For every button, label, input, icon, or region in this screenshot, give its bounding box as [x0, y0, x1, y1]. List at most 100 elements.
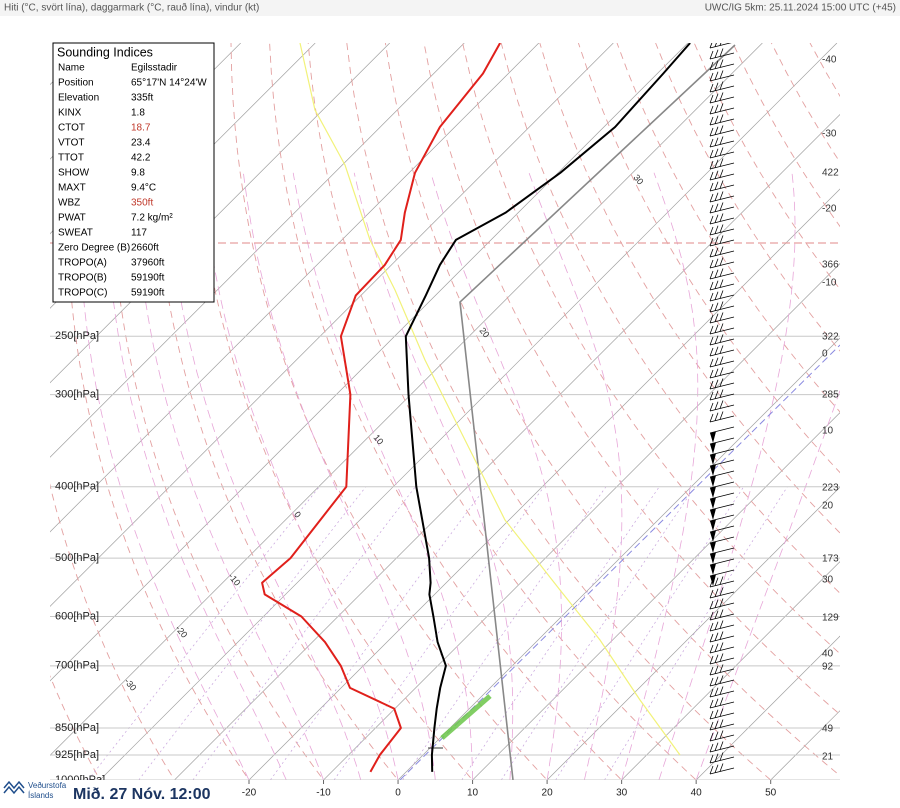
barb-staff	[709, 371, 735, 379]
barb-feather	[709, 171, 714, 181]
barb-feather	[709, 754, 714, 764]
right-label: 173	[822, 554, 839, 565]
wind-barb	[709, 730, 735, 742]
barb-feather	[714, 742, 719, 751]
barb-feather	[709, 292, 714, 302]
wind-barb	[709, 470, 735, 487]
barb-staff	[709, 250, 735, 258]
barb-feather	[714, 632, 719, 641]
right-label: 30	[822, 575, 834, 586]
footer-box	[0, 780, 215, 808]
barb-feather	[714, 269, 719, 278]
moist-adiabat	[201, 172, 399, 780]
barb-feather	[709, 160, 714, 170]
x-tick-label: 50	[765, 788, 777, 799]
barb-staff	[709, 261, 735, 269]
right-label: -30	[822, 129, 837, 140]
right-label: 92	[822, 662, 834, 673]
barb-feather	[714, 313, 719, 322]
index-value: 9.4°C	[131, 183, 156, 194]
wind-barb	[709, 503, 735, 520]
barb-feather	[709, 369, 714, 379]
wind-barb	[709, 103, 735, 115]
right-label: 40	[822, 649, 834, 660]
barb-staff	[709, 217, 735, 225]
overlay: 250[hPa] 300[hPa] 400[hPa] 500[hPa] 600[hPa]…	[0, 42, 777, 808]
barb-feather	[719, 631, 724, 640]
wind-barb	[709, 697, 735, 709]
barb-feather	[709, 611, 714, 621]
barb-feather	[709, 666, 714, 676]
barb-feather	[709, 710, 714, 720]
barb-staff	[709, 646, 735, 654]
index-value: 37960ft	[131, 258, 165, 269]
wind-barb	[709, 81, 735, 93]
barb-feather	[719, 367, 724, 376]
wind-barb	[709, 257, 735, 269]
indices-title: Sounding Indices	[57, 45, 153, 59]
isotherm	[50, 43, 689, 682]
barb-feather	[709, 688, 714, 698]
barb-staff	[709, 283, 735, 291]
index-name: VTOT	[58, 138, 84, 149]
isotherm	[695, 635, 840, 780]
barb-feather	[709, 127, 714, 137]
barb-staff	[709, 272, 735, 280]
wind-barb	[709, 125, 735, 137]
moist-adiabat	[78, 172, 250, 780]
dry-adiabat	[616, 43, 840, 413]
right-label: 422	[822, 168, 839, 179]
barb-feather	[719, 257, 724, 266]
x-tick-label: 30	[616, 788, 628, 799]
barb-feather	[709, 215, 714, 225]
barb-feather	[709, 193, 714, 203]
barb-feather	[719, 43, 722, 46]
mixing-ratio-line	[333, 486, 545, 780]
isotherm	[50, 43, 540, 533]
barb-feather	[719, 180, 724, 189]
barb-staff	[709, 316, 735, 324]
barb-feather	[714, 401, 719, 410]
barb-flag	[710, 574, 716, 586]
wind-barb	[709, 202, 735, 214]
moist-adiabat	[165, 172, 362, 780]
barb-flag	[710, 552, 716, 564]
barb-feather	[719, 235, 724, 244]
barb-feather	[709, 380, 714, 390]
barb-feather	[714, 643, 719, 652]
wind-barb	[709, 213, 735, 225]
barb-flag	[710, 431, 716, 443]
y-tick-label: 700[hPa]	[55, 660, 99, 672]
moist-adiabat	[528, 172, 623, 780]
wind-barb	[709, 411, 735, 423]
barb-feather	[719, 268, 724, 277]
wind-barb	[709, 48, 735, 60]
barb-feather	[709, 578, 714, 588]
barb-feather	[714, 291, 719, 300]
barb-feather	[719, 158, 724, 167]
isotherm	[174, 113, 840, 780]
barb-staff	[709, 173, 735, 181]
barb-feather	[714, 104, 719, 113]
barb-feather	[714, 82, 719, 91]
right-label: 129	[822, 613, 839, 624]
barb-flag	[710, 519, 716, 531]
barb-staff	[709, 349, 735, 357]
barb-staff	[709, 734, 735, 742]
dry-adiabat	[539, 43, 840, 534]
barb-feather	[719, 378, 724, 387]
barb-feather	[714, 731, 719, 740]
wind-barb	[709, 367, 735, 379]
barb-feather	[714, 126, 719, 135]
index-name: PWAT	[58, 213, 86, 224]
wind-barb	[709, 312, 735, 324]
barb-feather	[714, 71, 719, 80]
green-segment	[440, 694, 492, 740]
index-value: 9.8	[131, 168, 145, 179]
barb-staff	[709, 404, 735, 412]
barb-feather	[714, 192, 719, 201]
barb-staff	[709, 580, 735, 588]
barb-staff	[709, 767, 735, 775]
adiabat-label: 0	[292, 509, 303, 519]
